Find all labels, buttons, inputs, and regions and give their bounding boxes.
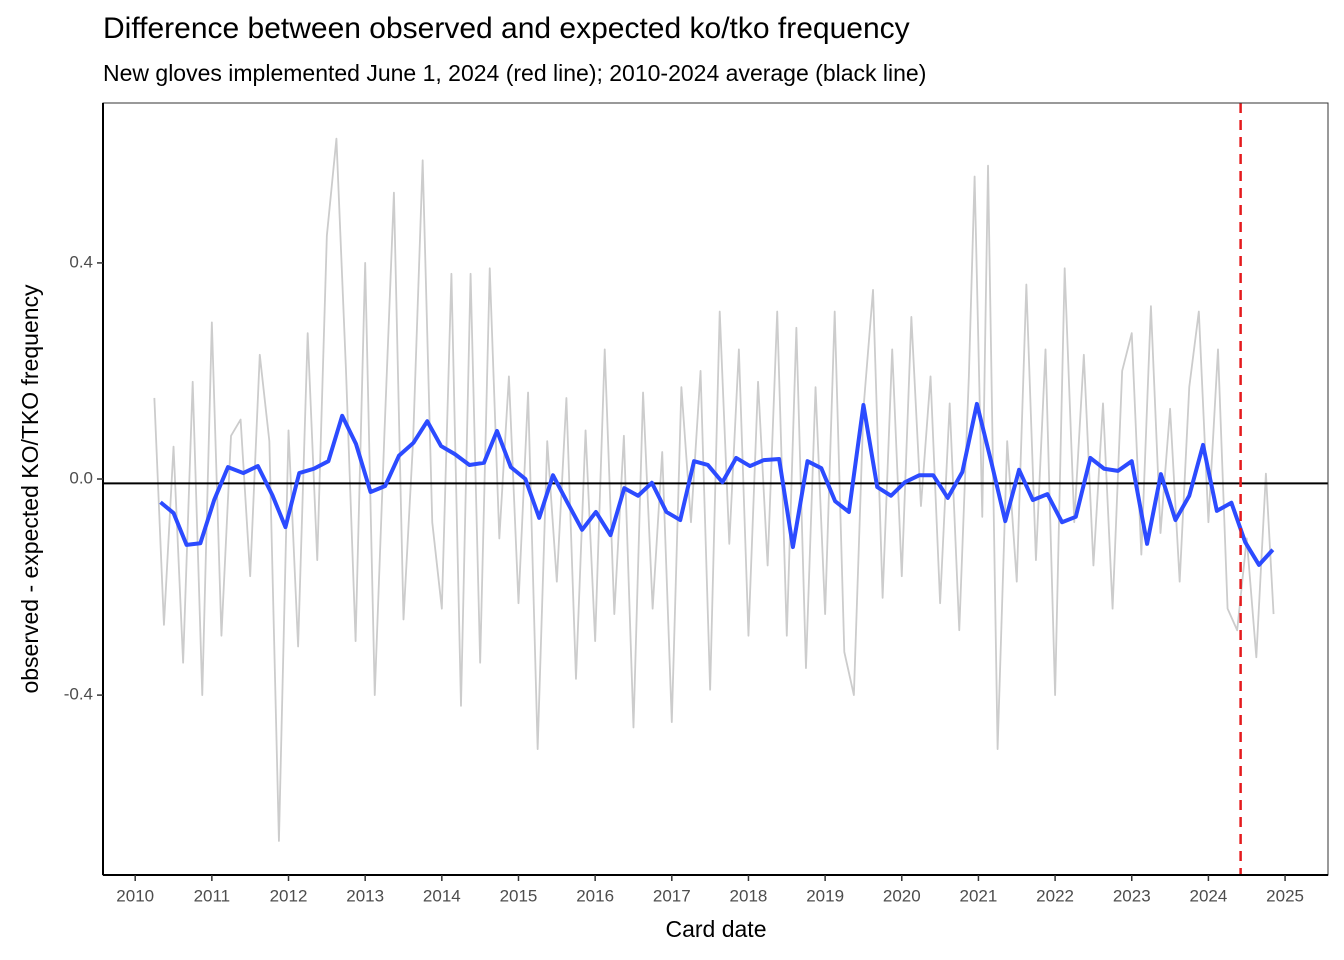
x-tick-label: 2013 [346, 886, 384, 905]
x-tick-label: 2014 [423, 886, 461, 905]
plot-area [103, 103, 1328, 875]
x-tick-label: 2018 [730, 886, 768, 905]
chart-subtitle: New gloves implemented June 1, 2024 (red… [103, 60, 926, 86]
x-tick-label: 2020 [883, 886, 921, 905]
x-tick-label: 2015 [500, 886, 538, 905]
x-tick-label: 2021 [960, 886, 998, 905]
x-tick-label: 2016 [576, 886, 614, 905]
x-tick-label: 2022 [1036, 886, 1074, 905]
y-axis-label: observed - expected KO/TKO frequency [17, 284, 43, 694]
y-tick-label: 0.0 [69, 468, 93, 487]
x-tick-label: 2025 [1266, 886, 1304, 905]
x-tick-label: 2017 [653, 886, 691, 905]
y-tick-label: 0.4 [69, 252, 93, 271]
x-tick-label: 2010 [116, 886, 154, 905]
y-tick-label: -0.4 [64, 685, 93, 704]
chart-title: Difference between observed and expected… [103, 12, 910, 45]
x-tick-label: 2024 [1189, 886, 1227, 905]
x-tick-label: 2012 [270, 886, 308, 905]
x-axis-label: Card date [665, 916, 766, 942]
series-line [159, 401, 1275, 567]
x-tick-label: 2023 [1113, 886, 1151, 905]
series-line [153, 137, 1275, 842]
x-tick-label: 2019 [806, 886, 844, 905]
x-tick-label: 2011 [194, 886, 231, 905]
